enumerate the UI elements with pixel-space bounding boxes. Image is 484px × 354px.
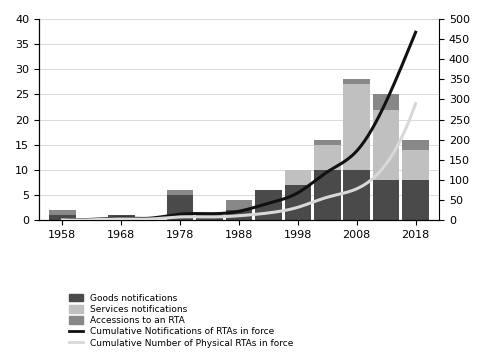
Bar [284, 170, 310, 185]
Bar [196, 215, 222, 220]
Bar [166, 190, 193, 195]
Bar [49, 210, 76, 215]
Bar [314, 145, 340, 170]
Bar [108, 215, 134, 220]
Bar [225, 210, 252, 220]
Bar [166, 195, 193, 220]
Bar [314, 170, 340, 220]
Bar [372, 95, 399, 109]
Bar [402, 140, 428, 150]
Bar [255, 190, 281, 220]
Bar [402, 180, 428, 220]
Bar [343, 170, 369, 220]
Bar [314, 140, 340, 145]
Bar [284, 185, 310, 220]
Legend: Goods notifications, Services notifications, Accessions to an RTA, Cumulative No: Goods notifications, Services notificati… [67, 292, 295, 349]
Bar [372, 180, 399, 220]
Bar [372, 109, 399, 180]
Bar [343, 84, 369, 170]
Bar [49, 215, 76, 220]
Bar [402, 150, 428, 180]
Bar [225, 200, 252, 210]
Bar [343, 79, 369, 84]
